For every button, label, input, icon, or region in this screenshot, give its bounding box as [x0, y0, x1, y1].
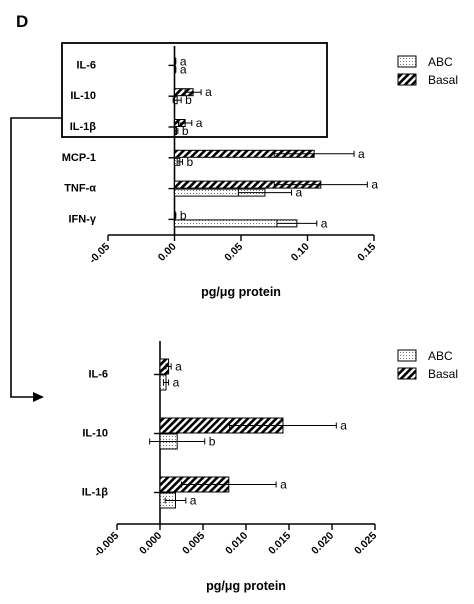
significance-letter: a [190, 494, 197, 508]
significance-letter: a [180, 62, 187, 76]
significance-letter: a [358, 147, 365, 161]
x-tick-label: 0.00 [156, 241, 179, 264]
legend-swatch-abc [397, 55, 417, 68]
category-label: IL-6 [76, 59, 96, 71]
zoom-box [61, 42, 328, 138]
x-tick-label: 0.15 [355, 241, 378, 264]
significance-letter: a [175, 360, 182, 374]
legend-top: ABC Basal [397, 55, 458, 87]
x-tick-label: 0.015 [266, 530, 293, 557]
significance-letter: a [180, 54, 187, 68]
category-label: IL-1β [70, 121, 97, 133]
significance-letter: a [296, 186, 303, 200]
legend-swatch-basal [397, 73, 417, 86]
legend-bottom: ABC Basal [397, 349, 458, 381]
panel-label: D [16, 12, 28, 31]
significance-letter: b [209, 435, 216, 449]
significance-letter: a [280, 478, 287, 492]
legend-label-abc: ABC [428, 349, 453, 363]
zoom-connector [10, 117, 62, 398]
x-tick-label: 0.05 [222, 241, 245, 264]
category-label: MCP-1 [62, 152, 96, 164]
significance-letter: a [196, 116, 203, 130]
category-label: IL-10 [82, 428, 108, 440]
x-tick-label: -0.005 [92, 530, 122, 560]
x-tick-label: 0.025 [352, 530, 379, 557]
x-axis-title: pg/μg protein [201, 285, 281, 299]
category-label: IL-1β [82, 487, 109, 499]
category-label: IL-10 [70, 90, 96, 102]
x-tick-label: 0.10 [289, 241, 312, 264]
significance-letter: b [182, 124, 189, 138]
x-axis-title: pg/μg protein [206, 579, 286, 593]
significance-letter: b [185, 93, 192, 107]
category-label: IFN-γ [69, 213, 97, 225]
x-tick-label: 0.000 [137, 530, 164, 557]
legend-label-basal: Basal [428, 367, 458, 381]
zoom-arrowhead [33, 392, 44, 402]
significance-letter: a [340, 419, 347, 433]
legend-swatch-basal [397, 367, 417, 380]
legend-label-basal: Basal [428, 73, 458, 87]
legend-swatch-abc [397, 349, 417, 362]
legend-label-abc: ABC [428, 55, 453, 69]
chart-bottom: -0.005 0.000 0.005 0.010 0.015 0.020 0.025 pg/μ… [82, 341, 379, 593]
significance-letter: a [321, 216, 328, 230]
x-tick-label: 0.005 [180, 530, 207, 557]
x-tick-label: -0.05 [87, 241, 113, 267]
significance-letter: a [371, 178, 378, 192]
x-tick-label: 0.020 [309, 530, 336, 557]
category-label: TNF-α [64, 183, 96, 195]
significance-letter: a [173, 376, 180, 390]
significance-letter: a [205, 85, 212, 99]
significance-letter: b [186, 155, 193, 169]
significance-letter: b [180, 208, 187, 222]
x-tick-label: 0.010 [223, 530, 250, 557]
category-label: IL-6 [88, 369, 108, 381]
